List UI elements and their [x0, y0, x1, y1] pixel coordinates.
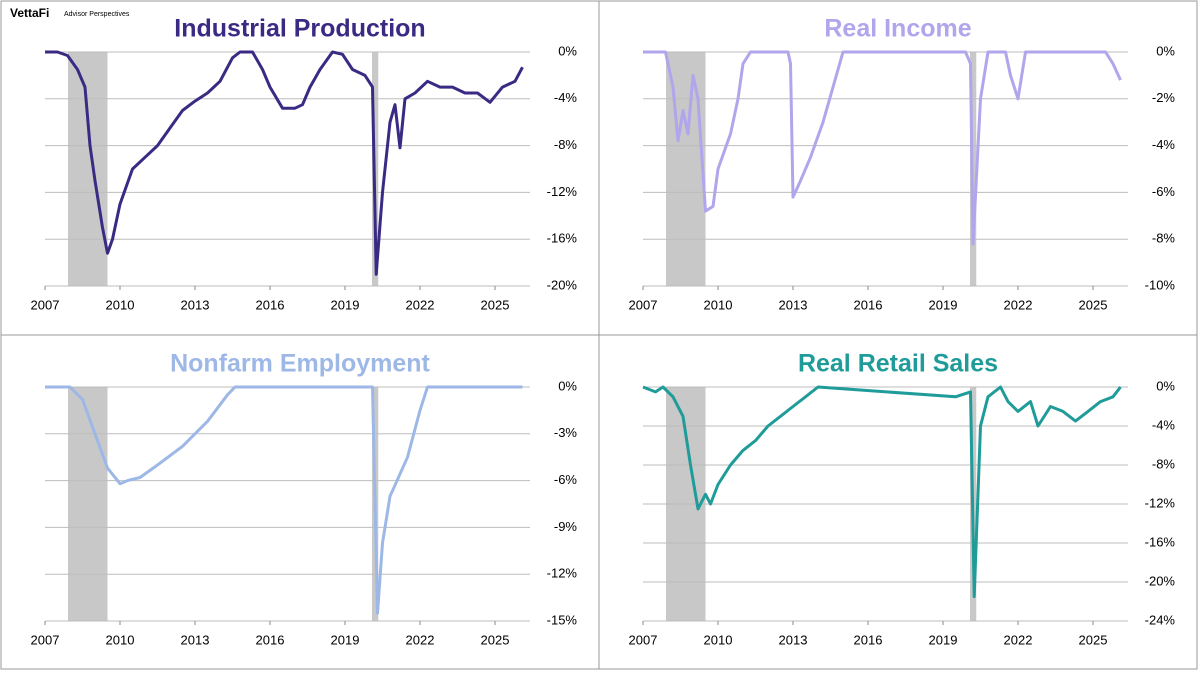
x-tick-label: 2022: [1004, 632, 1033, 647]
y-tick-label: -20%: [1145, 573, 1176, 588]
y-tick-label: 0%: [1156, 378, 1175, 393]
y-tick-label: 0%: [558, 378, 577, 393]
y-tick-label: -24%: [1145, 612, 1176, 627]
logo: VettaFi: [10, 6, 49, 20]
x-tick-label: 2025: [481, 632, 510, 647]
y-tick-label: -9%: [554, 519, 578, 534]
data-line: [45, 385, 523, 615]
x-tick-label: 2016: [854, 297, 883, 312]
y-tick-label: -20%: [547, 277, 578, 292]
x-tick-label: 2016: [256, 632, 285, 647]
x-tick-label: 2007: [31, 297, 60, 312]
x-tick-label: 2025: [1079, 632, 1108, 647]
recession-band: [68, 387, 108, 621]
chart-title: Real Retail Sales: [798, 350, 998, 378]
x-tick-label: 2022: [406, 632, 435, 647]
y-tick-label: -16%: [1145, 534, 1176, 549]
x-tick-label: 2010: [704, 632, 733, 647]
y-tick-label: -8%: [1152, 231, 1176, 246]
y-tick-label: -12%: [547, 566, 578, 581]
x-tick-label: 2016: [256, 297, 285, 312]
y-tick-label: -10%: [1145, 277, 1176, 292]
data-line: [642, 385, 1122, 599]
tagline: Advisor Perspectives: [64, 11, 130, 18]
x-tick-label: 2019: [929, 632, 958, 647]
x-tick-label: 2013: [779, 632, 808, 647]
x-tick-label: 2025: [481, 297, 510, 312]
x-tick-label: 2010: [106, 632, 135, 647]
y-tick-label: -6%: [1152, 184, 1176, 199]
data-line: [45, 50, 524, 276]
chart-title: Nonfarm Employment: [170, 350, 430, 378]
x-tick-label: 2025: [1079, 297, 1108, 312]
chart-title: Industrial Production: [174, 15, 425, 43]
y-tick-label: -2%: [1152, 90, 1176, 105]
x-tick-label: 2019: [331, 297, 360, 312]
y-tick-label: -15%: [547, 612, 578, 627]
y-tick-label: -8%: [554, 137, 578, 152]
x-tick-label: 2022: [1004, 297, 1033, 312]
x-tick-label: 2013: [181, 632, 210, 647]
x-tick-label: 2007: [629, 632, 658, 647]
data-line: [643, 50, 1122, 246]
x-tick-label: 2010: [106, 297, 135, 312]
y-tick-label: -16%: [547, 231, 578, 246]
x-tick-label: 2016: [854, 632, 883, 647]
x-tick-label: 2010: [704, 297, 733, 312]
y-tick-label: -8%: [1152, 456, 1176, 471]
y-tick-label: -12%: [547, 184, 578, 199]
recession-band: [68, 52, 108, 286]
y-tick-label: -4%: [554, 90, 578, 105]
x-tick-label: 2019: [331, 632, 360, 647]
chart-title: Real Income: [824, 15, 971, 43]
x-tick-label: 2013: [181, 297, 210, 312]
x-tick-label: 2022: [406, 297, 435, 312]
y-tick-label: -4%: [1152, 137, 1176, 152]
x-tick-label: 2007: [629, 297, 658, 312]
y-tick-label: -3%: [554, 425, 578, 440]
y-tick-label: 0%: [558, 43, 577, 58]
x-tick-label: 2007: [31, 632, 60, 647]
x-tick-label: 2013: [779, 297, 808, 312]
x-tick-label: 2019: [929, 297, 958, 312]
y-tick-label: -4%: [1152, 417, 1176, 432]
y-tick-label: -6%: [554, 472, 578, 487]
y-tick-label: -12%: [1145, 495, 1176, 510]
y-tick-label: 0%: [1156, 43, 1175, 58]
